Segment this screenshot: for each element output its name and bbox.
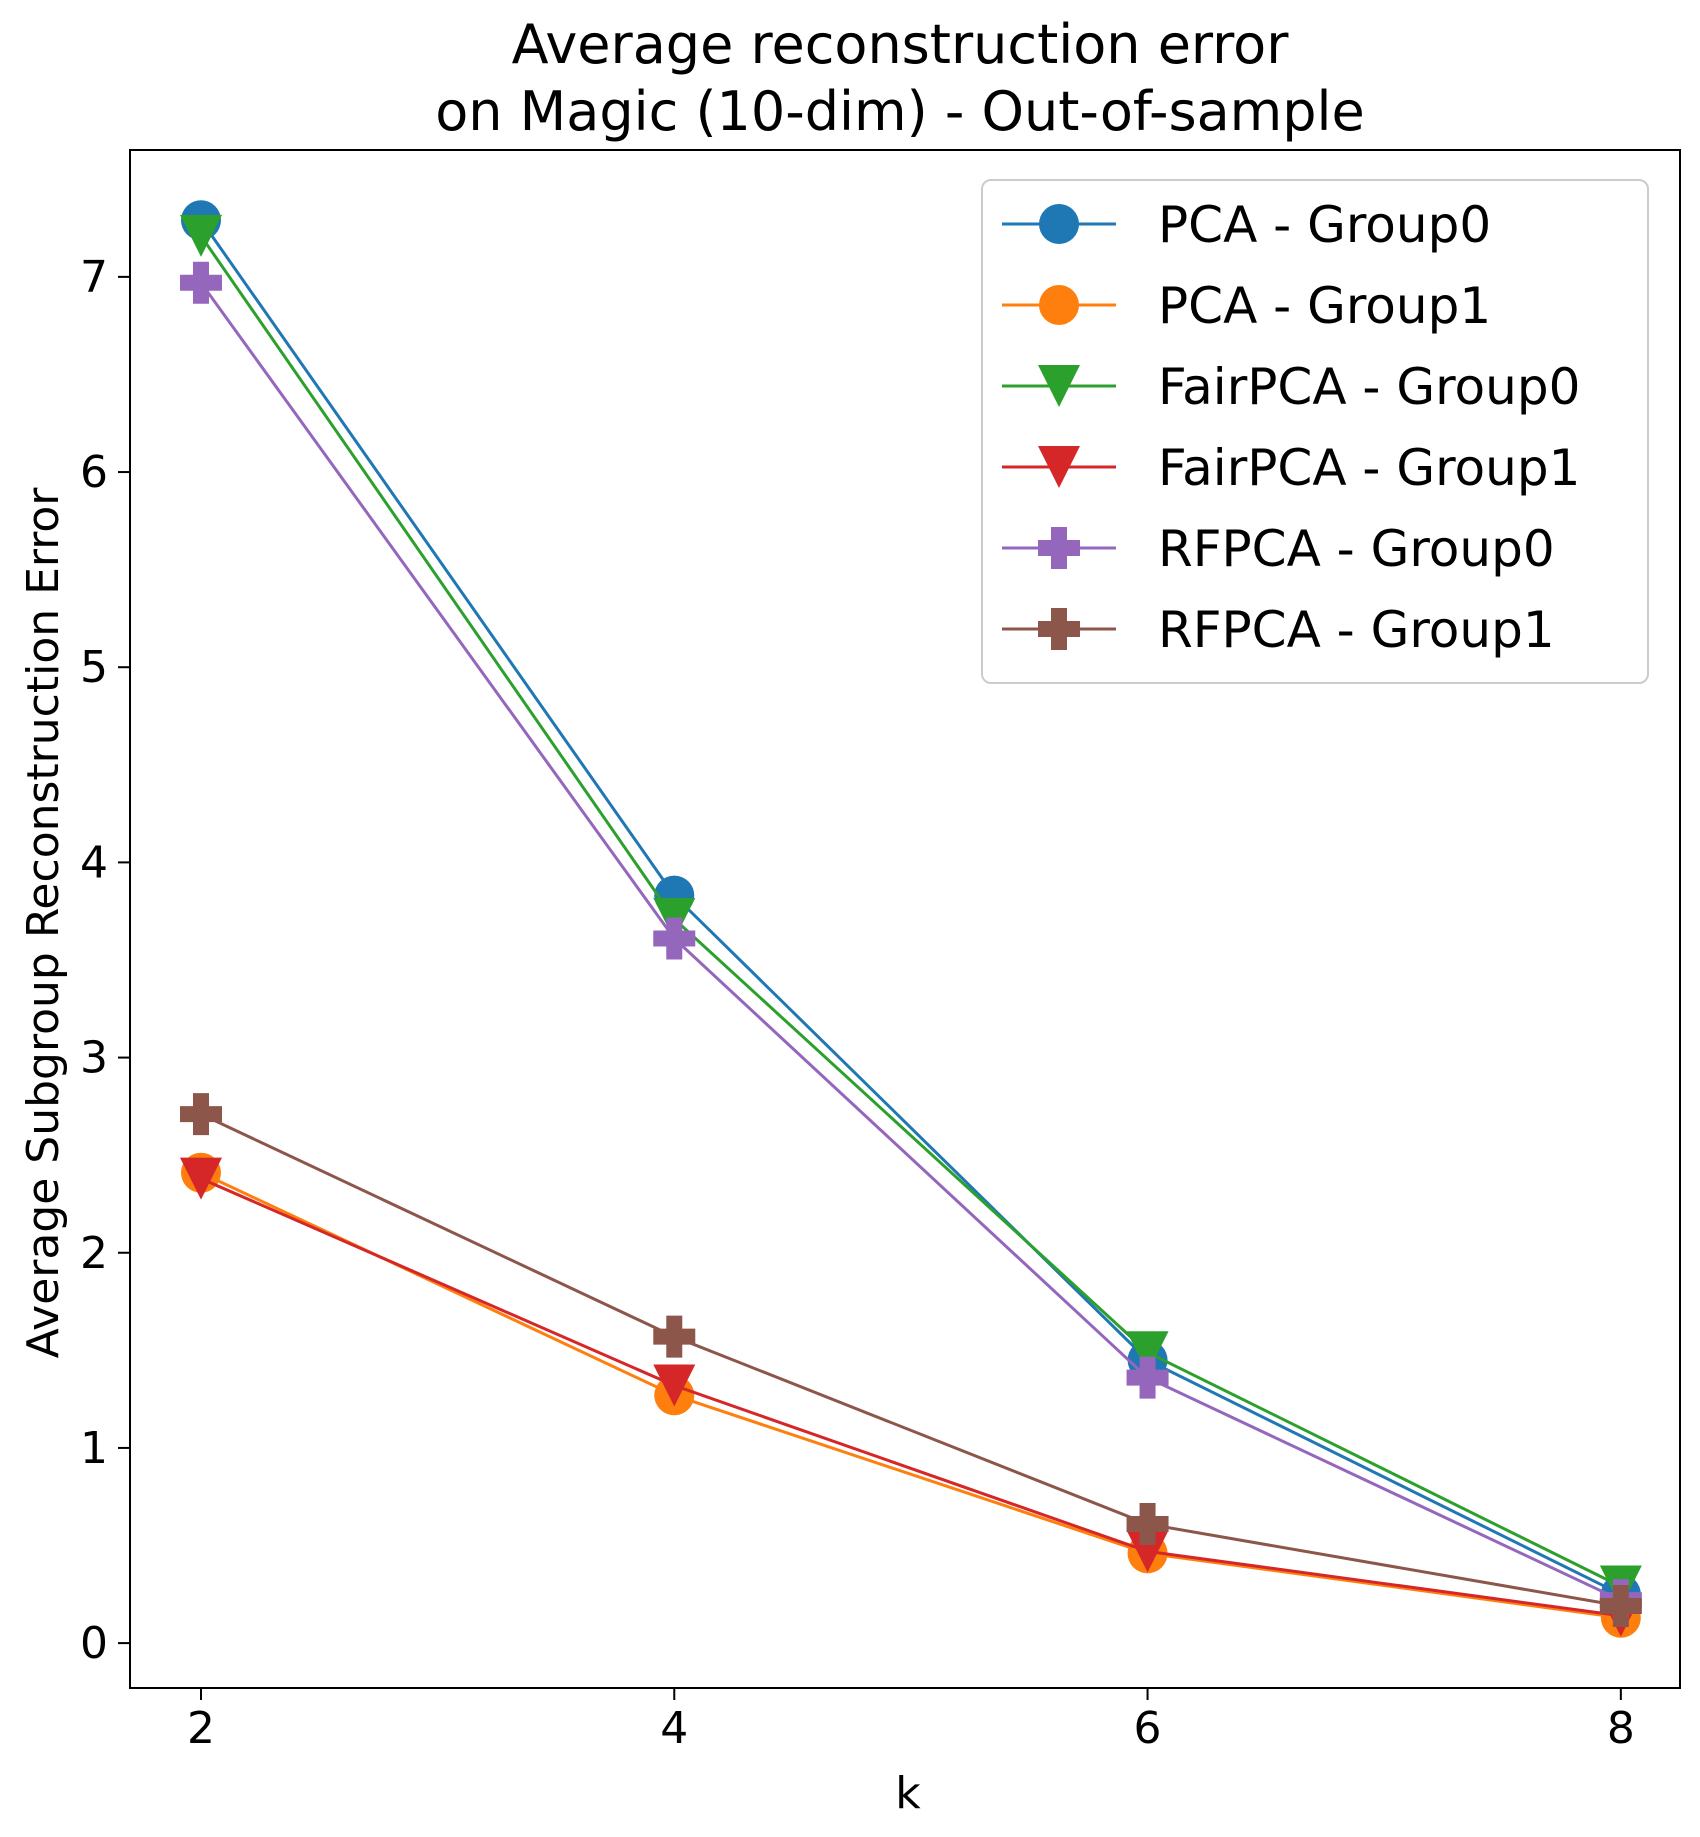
series-line-1 — [199, 219, 1622, 1596]
data-point-s4-1 — [179, 1157, 222, 1200]
legend-label-3: FairPCA - Group0 — [1158, 358, 1580, 416]
series-3 — [179, 214, 1642, 1608]
y-tick-label-7: 6 — [80, 447, 108, 498]
y-tick-label-8: 7 — [80, 252, 108, 303]
series-line-3 — [199, 235, 1622, 1588]
legend-marker-2 — [1039, 285, 1079, 325]
y-tick-label-5: 4 — [80, 837, 108, 888]
legend-marker-1 — [1039, 204, 1079, 244]
x-tick-label-1: 2 — [187, 1703, 215, 1754]
legend-label-4: FairPCA - Group1 — [1158, 439, 1580, 497]
x-tick-label-4: 8 — [1607, 1703, 1635, 1754]
y-tick-label-1: 0 — [80, 1618, 108, 1669]
legend-label-6: RFPCA - Group1 — [1158, 601, 1555, 659]
plot-frame — [129, 149, 1681, 1689]
y-tick-label-2: 1 — [80, 1423, 108, 1474]
legend-marker-4 — [1038, 446, 1080, 488]
series-4 — [179, 1157, 1642, 1637]
x-tick-label-2: 4 — [660, 1703, 688, 1754]
legend-frame — [981, 179, 1649, 684]
y-tick-label-3: 2 — [80, 1228, 108, 1279]
plot-area: 2 4 6 8 — [118, 149, 1681, 1754]
chart-title-line-1: Average reconstruction error — [512, 13, 1290, 76]
series-line-6 — [200, 1112, 1622, 1608]
data-point-s3-3 — [1126, 1331, 1169, 1374]
data-point-s5-1 — [179, 261, 222, 304]
data-point-s6-1 — [179, 1093, 222, 1136]
data-point-s5-2 — [653, 917, 696, 960]
data-point-s6-4 — [1599, 1585, 1642, 1628]
data-point-s5-3 — [1126, 1356, 1169, 1399]
chart-title-line-2: on Magic (10-dim) - Out-of-sample — [435, 80, 1365, 143]
legend-marker-5 — [1038, 527, 1080, 569]
series-line-5 — [199, 281, 1622, 1602]
y-tick-label-4: 3 — [80, 1033, 108, 1084]
x-tick-label-3: 6 — [1134, 1703, 1162, 1754]
series-6 — [179, 1093, 1642, 1628]
data-point-s6-3 — [1126, 1503, 1169, 1546]
data-point-s4-3 — [1126, 1530, 1169, 1573]
legend-label-5: RFPCA - Group0 — [1158, 520, 1555, 578]
series-line-2 — [200, 1171, 1622, 1620]
legend: PCA - Group0 PCA - Group1 FairPCA - Group0… — [981, 179, 1649, 684]
y-axis-label: Average Subgroup Reconstruction Error — [18, 487, 69, 1359]
series-line-4 — [200, 1177, 1622, 1618]
data-point-s3-1 — [179, 214, 222, 257]
legend-label-1: PCA - Group0 — [1158, 196, 1491, 254]
x-axis-label: k — [895, 1768, 921, 1819]
legend-label-2: PCA - Group1 — [1158, 277, 1491, 335]
legend-marker-3 — [1038, 365, 1080, 407]
y-tick-label-6: 5 — [80, 642, 108, 693]
data-point-s6-2 — [653, 1315, 696, 1358]
data-point-s4-2 — [653, 1364, 696, 1407]
legend-marker-6 — [1038, 608, 1080, 650]
